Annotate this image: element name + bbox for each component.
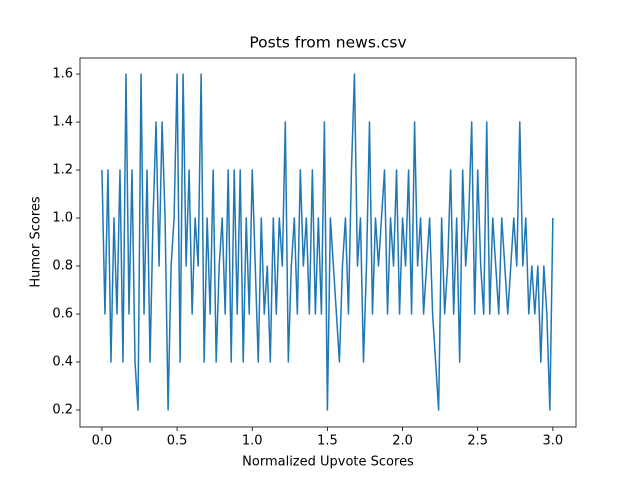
- plot-frame: [79, 57, 577, 428]
- data-line: [101, 73, 554, 411]
- x-tick-label: 1.0: [242, 434, 263, 449]
- y-tick-label: 1.6: [52, 67, 73, 82]
- y-tick-label: 0.2: [52, 402, 73, 417]
- x-tick-label: 1.5: [317, 434, 338, 449]
- y-tick-label: 1.4: [52, 115, 73, 130]
- y-tick-label: 1.2: [52, 163, 73, 178]
- x-axis-label: Normalized Upvote Scores: [242, 455, 414, 470]
- x-tick-label: 0.5: [167, 434, 188, 449]
- y-tick-label: 0.8: [52, 259, 73, 274]
- x-tick-label: 2.5: [467, 434, 488, 449]
- y-tick-label: 0.6: [52, 306, 73, 321]
- x-tick-label: 3.0: [543, 434, 564, 449]
- y-tick-label: 1.0: [52, 211, 73, 226]
- x-tick-label: 0.0: [92, 434, 113, 449]
- y-tick-label: 0.4: [52, 354, 73, 369]
- chart-title: Posts from news.csv: [249, 34, 406, 52]
- y-axis-label: Humor Scores: [29, 196, 44, 288]
- x-tick-label: 2.0: [392, 434, 413, 449]
